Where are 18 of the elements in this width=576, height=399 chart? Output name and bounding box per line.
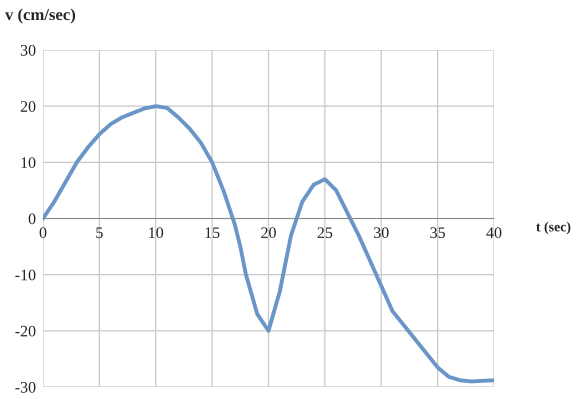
x-tick-label: 40 xyxy=(486,227,502,238)
y-tick-label: 0 xyxy=(28,213,36,224)
y-tick-label: 20 xyxy=(20,101,36,112)
y-tick-label: 10 xyxy=(21,157,36,168)
y-axis-title: v (cm/sec) xyxy=(5,8,76,24)
y-tick-label: 30 xyxy=(20,44,36,56)
y-tick-label: -10 xyxy=(15,270,36,280)
x-tick-label: 20 xyxy=(261,227,276,238)
x-tick-label: 30 xyxy=(374,227,389,238)
x-tick-label: 35 xyxy=(430,227,445,238)
y-tick-label: -30 xyxy=(15,382,36,393)
x-tick-label: 5 xyxy=(96,227,103,238)
y-tick-label: -20 xyxy=(15,326,36,337)
x-tick-label: 15 xyxy=(206,227,220,238)
x-axis-title: t (sec) xyxy=(536,222,570,234)
x-tick-label: 0 xyxy=(40,227,46,238)
x-tick-label: 25 xyxy=(318,227,332,238)
x-tick-label: 10 xyxy=(149,227,164,238)
